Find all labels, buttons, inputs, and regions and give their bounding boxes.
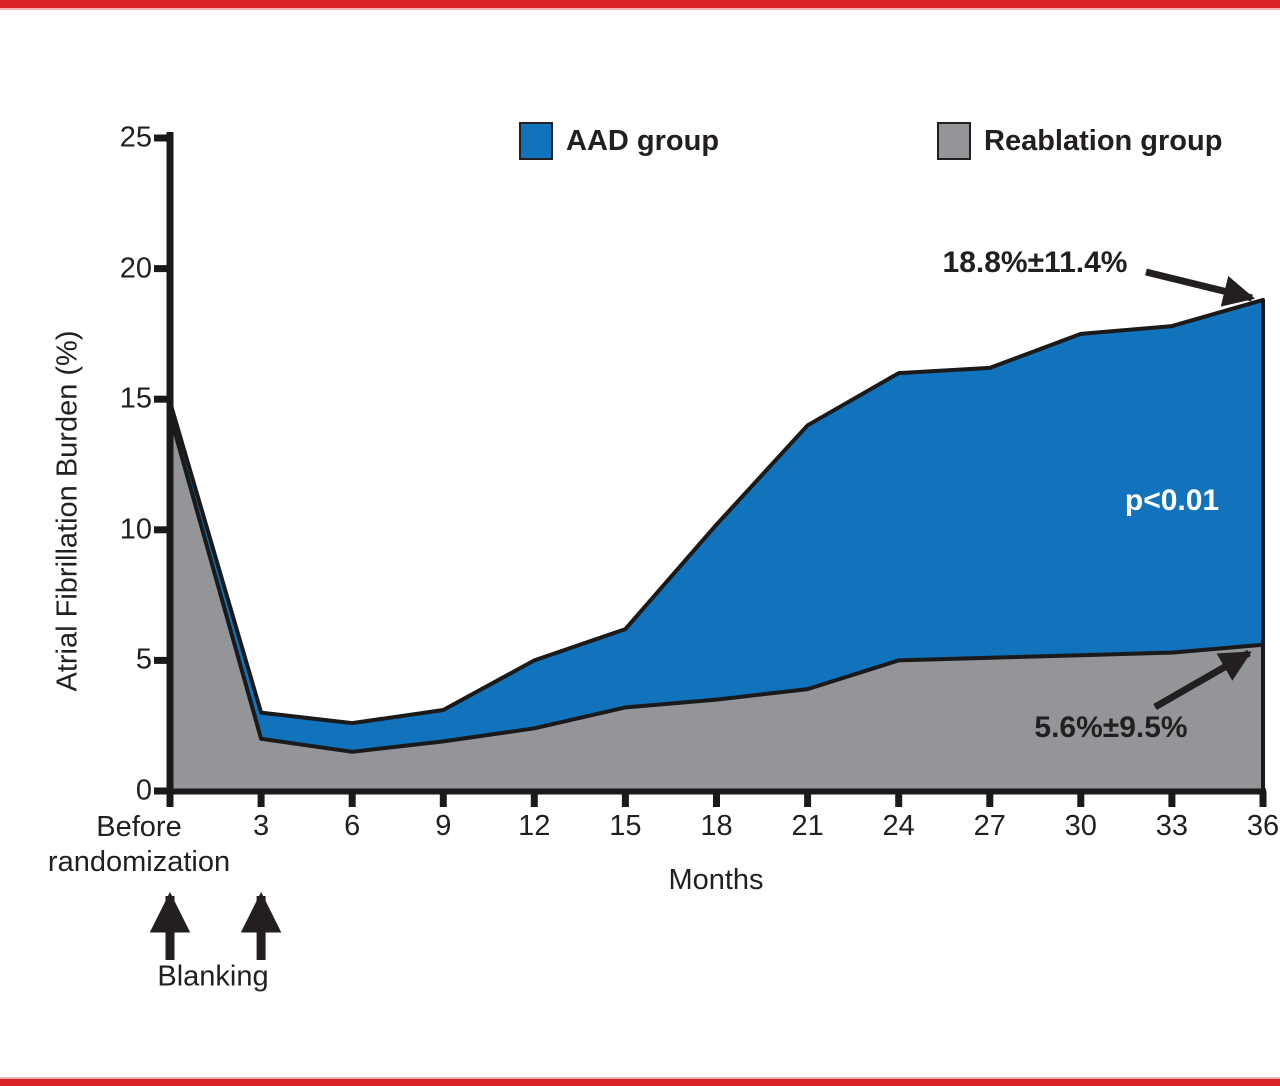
legend-swatch-aad bbox=[519, 122, 553, 160]
x-tick-label: 36 bbox=[1246, 810, 1280, 842]
x-tick-label-line2: randomization bbox=[47, 846, 231, 878]
y-axis-title: Atrial Fibrillation Burden (%) bbox=[51, 330, 84, 692]
annotation-reablation-endpoint-value: 5.6%±9.5% bbox=[1034, 711, 1188, 744]
x-tick-label: 3 bbox=[253, 810, 270, 842]
x-tick-label: 12 bbox=[518, 810, 551, 842]
x-tick-label: 6 bbox=[344, 810, 361, 842]
x-tick-label-before-randomization: Before randomization bbox=[48, 810, 230, 880]
x-tick-label: 30 bbox=[1064, 810, 1097, 842]
x-tick-label-line1: Before bbox=[96, 811, 182, 843]
y-tick-label: 25 bbox=[119, 121, 152, 154]
top-border-bar-soft bbox=[0, 8, 1280, 10]
x-tick-label: 9 bbox=[435, 810, 452, 842]
x-tick-label: 24 bbox=[882, 810, 915, 842]
legend-item-aad: AAD group bbox=[519, 122, 719, 160]
legend-swatch-reablation bbox=[937, 122, 971, 160]
y-tick-label: 15 bbox=[119, 382, 152, 415]
annotation-aad-endpoint-value: 18.8%±11.4% bbox=[942, 246, 1128, 279]
y-tick-label: 0 bbox=[135, 774, 152, 807]
bottom-border-bar-soft bbox=[0, 1077, 1280, 1079]
y-tick-label: 5 bbox=[135, 643, 152, 676]
annotation-p-value: p<0.01 bbox=[1124, 484, 1220, 517]
x-tick-label: 18 bbox=[700, 810, 733, 842]
top-border-bar bbox=[0, 0, 1280, 8]
legend-item-reablation: Reablation group bbox=[937, 122, 1222, 160]
x-tick-label: 33 bbox=[1155, 810, 1189, 842]
y-tick-label: 20 bbox=[119, 252, 152, 285]
bottom-border-bar bbox=[0, 1079, 1280, 1086]
annotation-blanking-label: Blanking bbox=[157, 960, 269, 993]
x-tick-label: 27 bbox=[973, 810, 1006, 842]
x-tick-label: 15 bbox=[609, 810, 642, 842]
legend-label-aad: AAD group bbox=[566, 124, 720, 157]
y-tick-label: 10 bbox=[119, 513, 152, 546]
x-tick-label: 21 bbox=[791, 810, 824, 842]
legend-label-reablation: Reablation group bbox=[984, 124, 1223, 157]
x-axis-title: Months bbox=[668, 864, 764, 896]
